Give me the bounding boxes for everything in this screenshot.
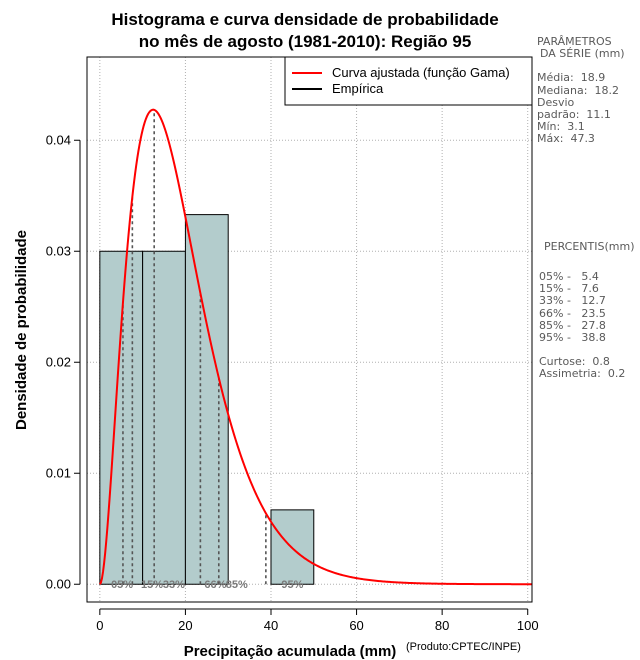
pct-95: 95% - 38.8 xyxy=(539,331,606,345)
histogram-bar xyxy=(184,214,229,585)
pct-85: 85% - 27.8 xyxy=(539,318,606,332)
y-axis-label: Densidade de probabilidade xyxy=(13,230,30,430)
params-title-2: DA SÉRIE (mm) xyxy=(540,47,625,61)
stat-curtose: Curtose: 0.8 xyxy=(539,355,610,369)
x-axis-label: Precipitação acumulada (mm) xyxy=(184,643,397,660)
stat-max: Máx: 47.3 xyxy=(537,132,595,146)
gamma-curve xyxy=(99,108,532,586)
stat-mediana: Mediana: 18.2 xyxy=(537,83,619,97)
gamma-curve-line xyxy=(99,108,532,586)
stat-desvio-2: padrão: 11.1 xyxy=(537,108,611,122)
legend-box xyxy=(284,56,533,106)
percentile-labels: 05% 15% 33% 66% 85% 95% xyxy=(111,579,304,591)
percentile-lines xyxy=(122,109,267,585)
histogram-bars xyxy=(99,214,315,585)
x-tick-label: 40 xyxy=(264,618,278,633)
y-tick-label: 0.04 xyxy=(46,133,71,148)
stat-assimetria: Assimetria: 0.2 xyxy=(539,367,626,381)
x-tick-label: 100 xyxy=(517,618,539,633)
percentile-label-33: 33% xyxy=(163,579,185,591)
percentis-title: PERCENTIS(mm) xyxy=(544,240,635,253)
params-panel: PARÂMETROS DA SÉRIE (mm) Média: 18.9 Median… xyxy=(537,35,625,146)
x-axis: 0 20 40 60 80 100 xyxy=(96,608,539,633)
pct-15: 15% - 7.6 xyxy=(539,282,599,296)
pct-05: 05% - 5.4 xyxy=(539,270,599,283)
stat-desvio-1: Desvio xyxy=(537,95,575,109)
stat-min: Mín: 3.1 xyxy=(537,120,585,134)
y-axis: 0.00 0.01 0.02 0.03 0.04 xyxy=(46,133,81,592)
percentis-panel: 05% - 5.4 15% - 7.6 33% - 12.7 66% - 23.5 85… xyxy=(539,270,626,381)
y-tick-label: 0.02 xyxy=(46,355,71,370)
x-tick-label: 0 xyxy=(96,618,103,633)
chart-title-line1: Histograma e curva densidade de probabil… xyxy=(111,10,498,29)
x-tick-label: 60 xyxy=(349,618,363,633)
legend-label-empirical: Empírica xyxy=(332,81,384,96)
y-tick-label: 0.00 xyxy=(46,577,71,592)
x-tick-label: 20 xyxy=(178,618,192,633)
percentile-label-15: 15% xyxy=(141,579,163,591)
chart-title-line2: no mês de agosto (1981-2010): Região 95 xyxy=(139,32,472,51)
credit-label: (Produto:CPTEC/INPE) xyxy=(406,641,521,653)
percentile-label-05: 05% xyxy=(111,579,133,591)
histogram-bar xyxy=(142,250,186,585)
y-tick-label: 0.01 xyxy=(46,466,71,481)
x-tick-label: 80 xyxy=(435,618,449,633)
pct-66: 66% - 23.5 xyxy=(539,306,606,320)
params-title-1: PARÂMETROS xyxy=(537,35,612,48)
y-tick-label: 0.03 xyxy=(46,244,71,259)
percentile-label-85: 85% xyxy=(226,579,248,591)
legend: Curva ajustada (função Gama) Empírica xyxy=(284,56,533,106)
legend-label-fit: Curva ajustada (função Gama) xyxy=(332,65,510,80)
pct-33: 33% - 12.7 xyxy=(539,294,606,308)
percentile-label-66: 66% xyxy=(204,579,226,591)
percentile-label-95: 95% xyxy=(281,579,303,591)
stat-media: Média: 18.9 xyxy=(537,71,606,85)
